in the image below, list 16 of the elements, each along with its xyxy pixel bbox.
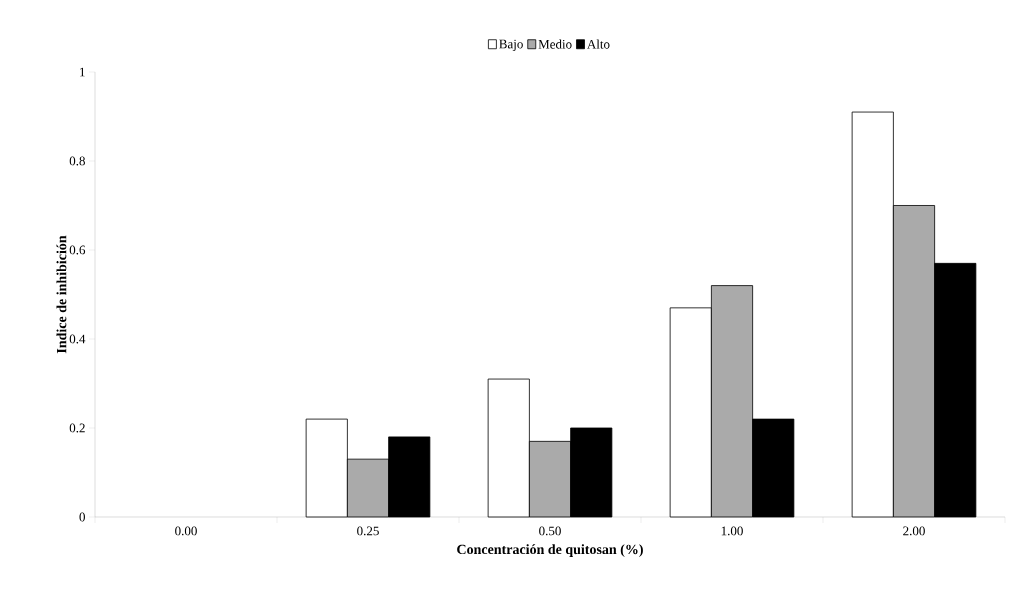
y-tick-label: 0.2 xyxy=(69,423,85,433)
y-axis-title: Indice de inhibición xyxy=(56,235,67,354)
y-tick-label: 0.8 xyxy=(69,156,85,166)
y-tick-label: 0.4 xyxy=(69,334,86,344)
y-tick-label: 0 xyxy=(79,512,85,522)
x-tick-label: 0.50 xyxy=(539,526,561,536)
legend-label: Medio xyxy=(538,39,572,49)
x-tick-label: 0.00 xyxy=(175,526,197,536)
x-tick-label: 0.25 xyxy=(357,526,379,536)
x-tick-label: 1.00 xyxy=(721,526,743,536)
legend-label: Alto xyxy=(587,39,610,49)
legend-label: Bajo xyxy=(499,39,523,52)
y-tick-label: 0.6 xyxy=(69,245,86,255)
x-tick-label: 2.00 xyxy=(903,526,925,536)
x-axis-title: Concentración de quitosan (%) xyxy=(457,544,643,557)
y-tick-label: 1 xyxy=(80,67,85,77)
